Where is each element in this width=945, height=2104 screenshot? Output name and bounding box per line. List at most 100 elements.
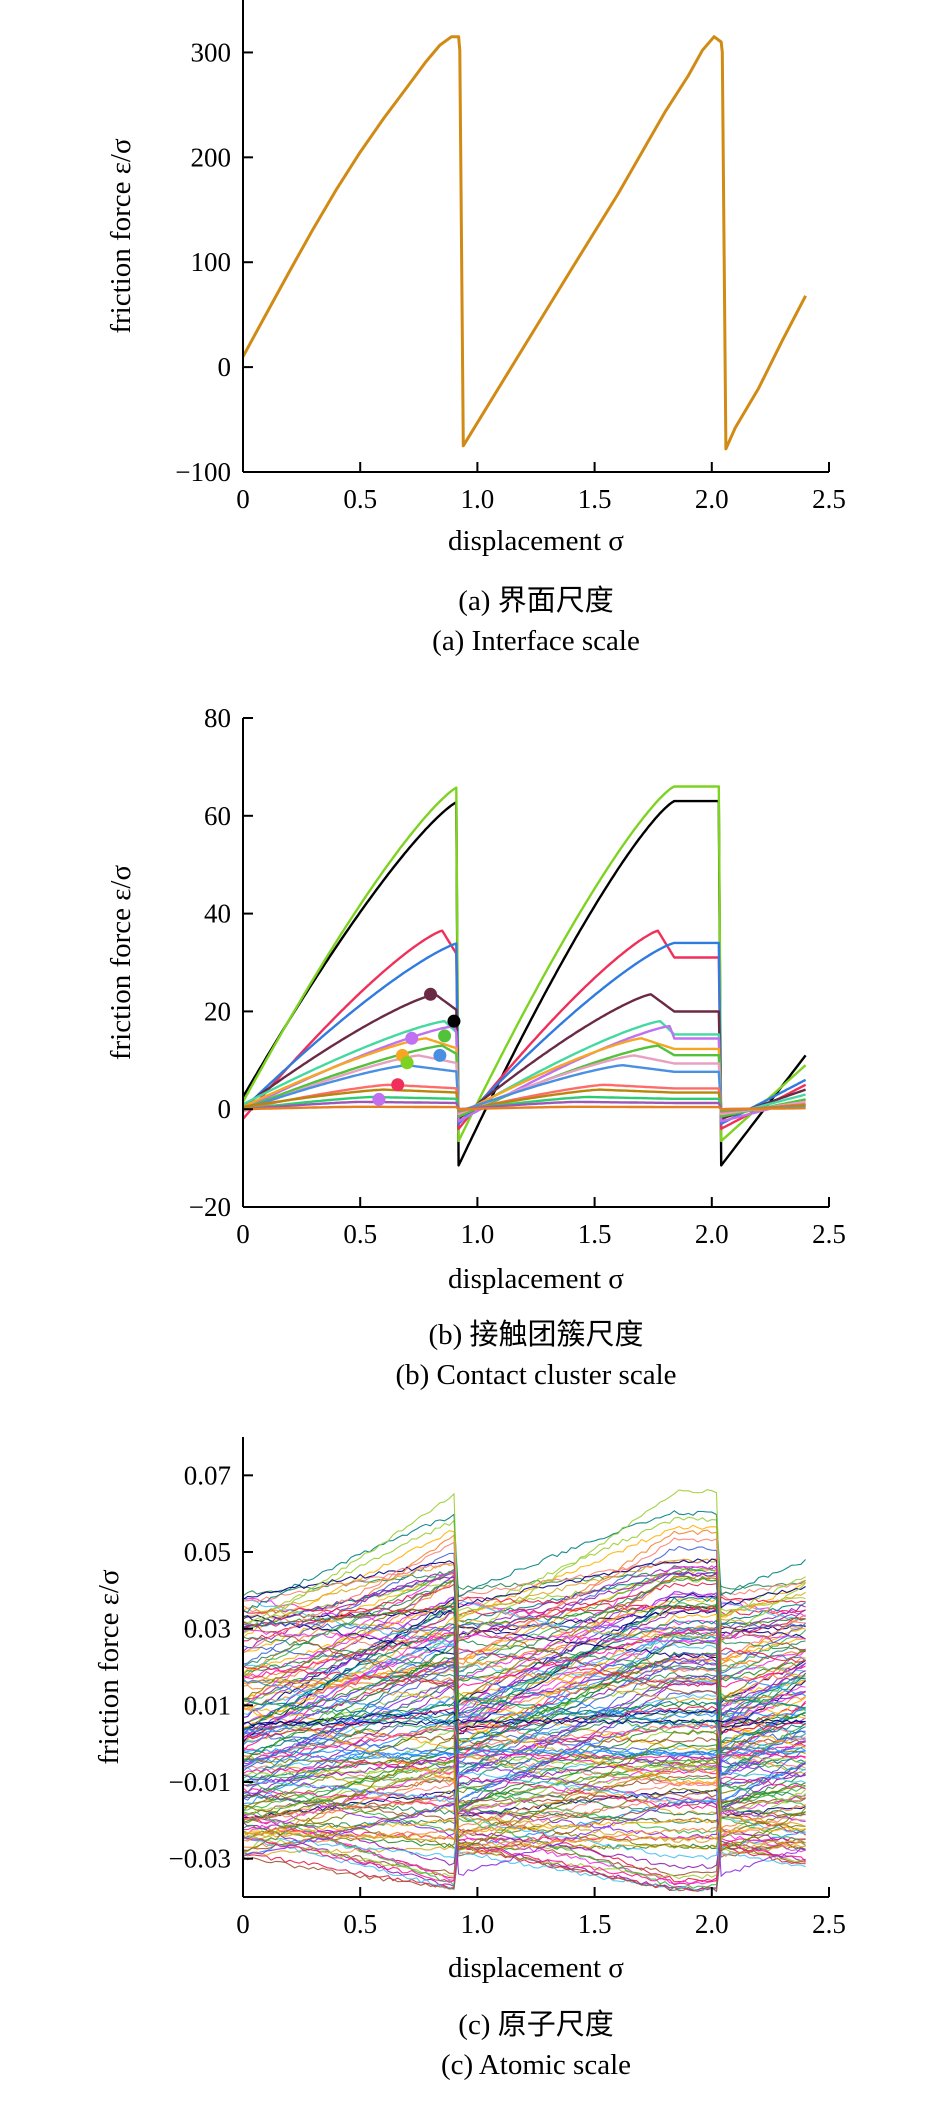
data-marker <box>391 1078 405 1092</box>
series-line <box>243 1629 806 1644</box>
series-line <box>243 1746 806 1758</box>
series-line <box>243 1708 806 1785</box>
series-line <box>243 1762 806 1835</box>
series-line <box>243 1634 806 1715</box>
series-line <box>243 1100 806 1111</box>
series-line <box>243 1693 806 1766</box>
series-line <box>243 1698 806 1752</box>
series-line <box>243 1799 806 1859</box>
series-line <box>243 1651 806 1745</box>
caption-en: (c) Atomic scale <box>441 2049 631 2081</box>
series-line <box>243 1582 806 1642</box>
series-line <box>243 1628 806 1690</box>
series-line <box>243 1657 806 1703</box>
series-line <box>243 1626 806 1778</box>
y-tick-label: 20 <box>204 996 231 1026</box>
series-line <box>243 1606 806 1640</box>
panel-c: 0 0.5 1.0 1.5 2.0 2.5 −0.03 −0.01 0.01 0.03 0.05 0.… <box>93 1437 846 2081</box>
series-line <box>243 1516 806 1628</box>
series-line <box>243 1836 806 1886</box>
series-line <box>243 1105 806 1111</box>
x-tick-label: 2.0 <box>695 1909 729 1939</box>
series-line <box>243 1489 807 1644</box>
plot-area <box>243 35 807 451</box>
series-line <box>243 1718 806 1810</box>
y-axis-title: friction force ε/σ <box>93 1569 125 1765</box>
series-line <box>243 1624 806 1683</box>
x-tick-label: 2.5 <box>812 1909 846 1939</box>
x-tick-label: 0 <box>236 484 250 514</box>
x-tick-label: 1.0 <box>461 1909 495 1939</box>
series-line <box>243 1608 806 1707</box>
series-line <box>243 1524 806 1639</box>
series-line <box>243 1831 806 1880</box>
series-line <box>243 1810 807 1890</box>
y-tick-label: 0 <box>218 352 232 382</box>
y-tick-label: 100 <box>191 247 232 277</box>
series-line <box>243 1699 806 1755</box>
series-line <box>243 1592 806 1682</box>
series-line <box>243 1750 806 1763</box>
y-tick-label: 0.07 <box>184 1460 231 1490</box>
x-tick-label: 2.5 <box>812 1219 846 1249</box>
series-line <box>243 1814 806 1843</box>
caption-cn: (b) 接触团簇尺度 <box>428 1318 643 1351</box>
y-tick-label: 80 <box>204 703 231 733</box>
x-tick-label: 1.5 <box>578 1909 612 1939</box>
series-line <box>243 1787 806 1846</box>
y-tick-label: 0 <box>218 1094 232 1124</box>
series-line <box>243 1817 806 1835</box>
series-line <box>243 1537 806 1660</box>
x-tick-label: 0.5 <box>343 484 377 514</box>
series-line <box>243 941 807 1126</box>
y-axis-title: friction force ε/σ <box>105 864 137 1060</box>
x-tick-label: 2.5 <box>812 484 846 514</box>
series-line <box>243 1677 806 1706</box>
x-axis-title: displacement σ <box>448 525 624 557</box>
y-tick-label: −0.01 <box>169 1767 231 1797</box>
y-tick-label: 0.05 <box>184 1537 231 1567</box>
y-tick-label: 300 <box>191 37 232 67</box>
series-line <box>243 1621 806 1696</box>
series-line <box>243 1619 807 1731</box>
series-line <box>243 1657 806 1732</box>
series-line <box>243 1708 806 1735</box>
x-tick-label: 1.0 <box>461 484 495 514</box>
series-line <box>243 1800 806 1878</box>
series-line <box>243 1753 806 1776</box>
x-tick-label: 2.0 <box>695 1219 729 1249</box>
series-line <box>243 1771 806 1804</box>
x-axis-title: displacement σ <box>448 1952 624 1984</box>
series-line <box>243 1674 806 1729</box>
x-tick-label: 0.5 <box>343 1909 377 1939</box>
series-line <box>243 1592 806 1744</box>
series-line <box>243 1758 806 1802</box>
series-line <box>243 1037 806 1116</box>
x-tick-label: 0.5 <box>343 1219 377 1249</box>
x-tick-label: 2.0 <box>695 484 729 514</box>
data-marker <box>424 987 438 1001</box>
y-tick-label: −0.03 <box>169 1844 231 1874</box>
series-line <box>243 1815 806 1860</box>
series-line <box>243 1792 806 1822</box>
data-marker <box>405 1031 419 1045</box>
series-line <box>243 1674 806 1781</box>
series-line <box>243 1764 806 1816</box>
x-tick-label: 0 <box>236 1909 250 1939</box>
y-axis-title: friction force ε/σ <box>105 138 137 334</box>
panel-b: 0 0.5 1.0 1.5 2.0 2.5−20020406080displacement… <box>105 703 846 1391</box>
series-line <box>243 1730 807 1852</box>
series-line <box>243 1805 806 1850</box>
series-line <box>243 1619 806 1741</box>
data-marker <box>433 1048 447 1062</box>
y-tick-label: 200 <box>191 142 232 172</box>
series-line <box>243 993 807 1121</box>
series-line <box>243 1095 806 1112</box>
series-line <box>243 1647 806 1687</box>
y-tick-label: −100 <box>175 457 231 487</box>
series-line <box>243 1088 806 1112</box>
series-line <box>243 1763 806 1839</box>
caption-en: (b) Contact cluster scale <box>395 1359 676 1391</box>
x-tick-label: 1.0 <box>461 1219 495 1249</box>
series-line <box>243 1695 806 1726</box>
